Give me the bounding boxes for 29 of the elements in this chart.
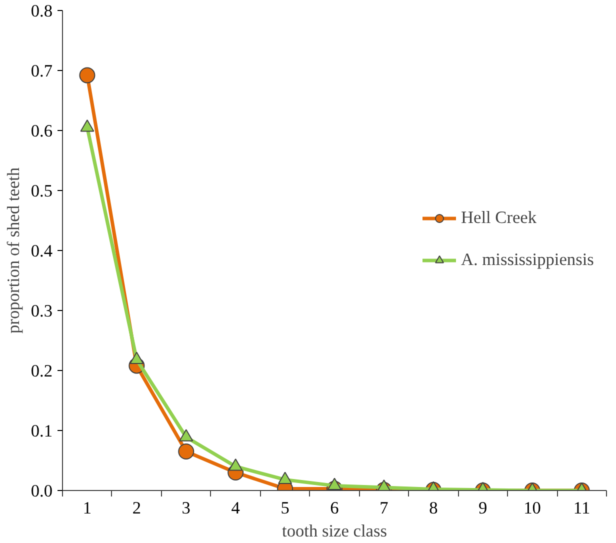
point	[130, 352, 144, 364]
x-axis-title: tooth size class	[282, 522, 388, 540]
y-tick-label: 0.0	[30, 482, 53, 500]
x-tick-label: 5	[280, 498, 290, 518]
y-tick-label: 0.1	[30, 422, 53, 440]
point	[278, 472, 292, 484]
x-tick-label: 8	[429, 498, 438, 518]
y-tick-label: 0.5	[30, 182, 53, 200]
x-tick-label: 1	[82, 498, 92, 518]
x-tick-label: 10	[524, 498, 541, 518]
legend-label: Hell Creek	[461, 208, 537, 228]
x-tick-label: 7	[380, 498, 389, 518]
y-tick-label: 0.2	[30, 362, 53, 380]
x-tick-label: 9	[478, 498, 488, 518]
y-tick-label: 0.8	[30, 2, 53, 20]
x-tick-label: 2	[132, 498, 142, 518]
y-tick-label: 0.4	[30, 242, 53, 260]
y-axis-title: proportion of shed teeth	[4, 167, 23, 334]
x-tick-label: 6	[330, 498, 340, 518]
x-tick-label: 11	[573, 498, 590, 518]
point	[79, 67, 96, 84]
y-tick-label: 0.7	[30, 62, 53, 80]
point	[179, 429, 194, 442]
point	[228, 458, 243, 471]
y-tick-label: 0.6	[30, 122, 53, 140]
legend-label: A. mississippiensis	[461, 250, 594, 270]
x-tick-label: 4	[231, 498, 240, 518]
y-tick-label: 0.3	[30, 302, 53, 320]
x-tick-label: 3	[182, 498, 190, 518]
